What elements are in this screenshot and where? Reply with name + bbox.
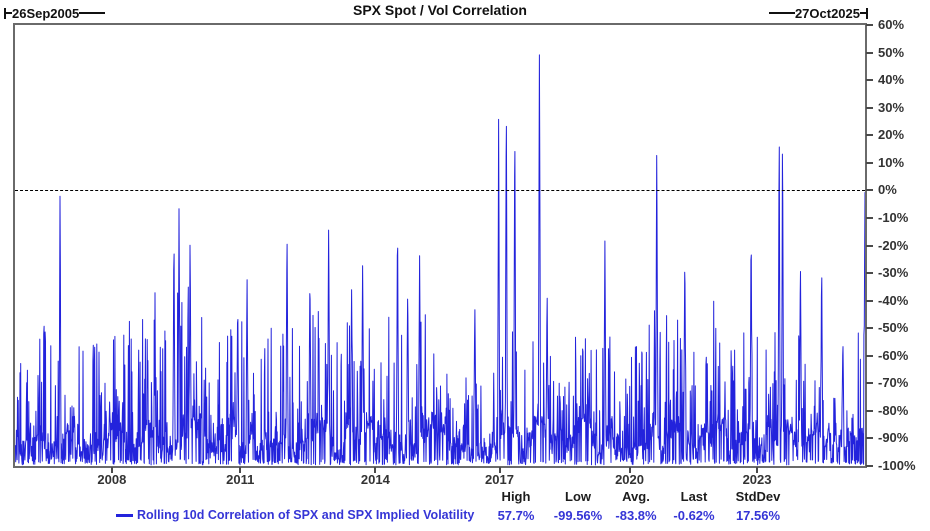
x-axis-tick [110, 467, 113, 473]
stat-header-last: Last [680, 489, 708, 504]
x-axis-tick [374, 467, 377, 473]
y-axis-label: -70% [878, 375, 909, 391]
stat-value-low: -99.56% [553, 508, 603, 523]
start-date-label: 26Sep2005 [12, 5, 80, 21]
y-axis-tick [866, 79, 873, 82]
y-axis-label: 60% [878, 17, 905, 32]
y-axis-tick [866, 51, 873, 54]
x-axis-year-label: 2014 [360, 472, 390, 487]
x-axis-tick [498, 467, 501, 473]
x-axis-year-label: 2020 [615, 472, 644, 487]
x-axis-year-label: 2023 [742, 472, 772, 487]
plot-area[interactable] [13, 23, 867, 468]
y-axis-label: -60% [878, 347, 909, 363]
y-axis-label: 10% [878, 154, 905, 170]
y-axis-tick [866, 244, 873, 247]
x-axis-tick [756, 467, 759, 473]
y-axis-tick [866, 465, 873, 467]
y-axis-label: -30% [878, 265, 909, 281]
start-date-marker: 26Sep2005 [4, 5, 106, 21]
x-axis-year-label: 2008 [97, 472, 127, 487]
y-axis-label: -80% [878, 402, 909, 418]
y-axis-label: -20% [878, 237, 909, 253]
stat-header-avg: Avg. [622, 489, 650, 504]
range-start-dash-icon [79, 12, 106, 14]
y-axis-label: -40% [878, 292, 909, 308]
legend-line-swatch [116, 513, 133, 517]
zero-reference-line [15, 190, 865, 191]
range-start-tick-icon [4, 7, 6, 19]
range-start-arm-icon [6, 12, 12, 14]
y-axis-tick [866, 354, 873, 357]
y-axis-tick [866, 327, 873, 330]
x-axis-year-label: 2017 [485, 472, 514, 487]
page-title: SPX Spot / Vol Correlation [353, 2, 527, 18]
y-axis-label: -100% [878, 458, 916, 473]
y-axis-label: -10% [878, 209, 909, 225]
legend[interactable]: Rolling 10d Correlation of SPX and SPX I… [116, 508, 474, 522]
y-axis-tick [866, 189, 873, 192]
y-axis-tick [866, 106, 873, 109]
y-axis-tick [866, 24, 873, 26]
series-path [15, 54, 865, 466]
x-axis-year-label: 2011 [226, 472, 255, 487]
range-end-tick-icon [866, 7, 868, 19]
stat-value-avg: -83.8% [615, 508, 657, 523]
stat-header-low: Low [565, 489, 591, 504]
end-date-marker: 27Oct2025 [768, 5, 868, 21]
y-axis-label: 50% [878, 44, 905, 60]
range-end-arm-icon [860, 12, 866, 14]
stat-value-stddev: 17.56% [735, 508, 781, 523]
y-axis-tick [866, 299, 873, 302]
x-axis-tick [628, 467, 631, 473]
end-date-label: 27Oct2025 [794, 5, 860, 21]
x-axis-tick [239, 467, 242, 473]
y-axis-label: 30% [878, 99, 905, 115]
legend-series-label: Rolling 10d Correlation of SPX and SPX I… [137, 508, 475, 522]
y-axis-tick [866, 272, 873, 275]
y-axis-label: 0% [878, 182, 897, 198]
y-axis-label: -50% [878, 320, 909, 336]
stat-value-high: 57.7% [497, 508, 535, 523]
correlation-line-series [15, 54, 865, 466]
y-axis-tick [866, 437, 873, 440]
stat-header-stddev: StdDev [735, 489, 781, 504]
y-axis-tick [866, 216, 873, 219]
y-axis-tick [866, 161, 873, 164]
y-axis-label: -90% [878, 430, 909, 446]
y-axis-tick [866, 409, 873, 412]
y-axis-tick [866, 382, 873, 385]
y-axis-label: 40% [878, 72, 905, 88]
stat-header-high: High [501, 489, 531, 504]
stat-value-last: -0.62% [673, 508, 715, 523]
range-end-dash-icon [768, 12, 795, 14]
y-axis-label: 20% [878, 127, 905, 143]
y-axis-tick [866, 134, 873, 137]
